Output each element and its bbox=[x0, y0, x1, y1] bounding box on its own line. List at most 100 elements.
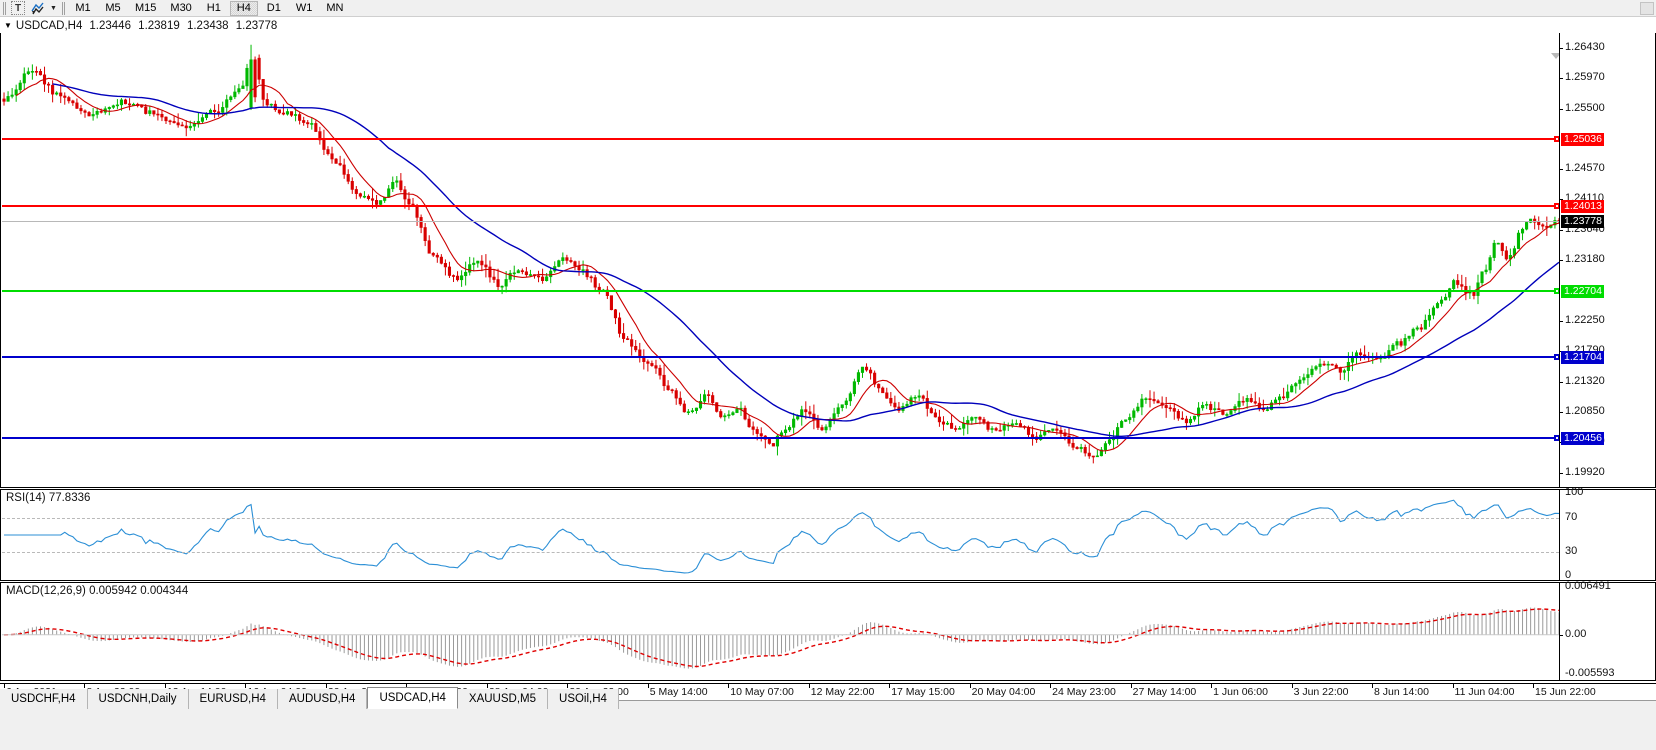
time-axis-label: 12 May 22:00 bbox=[810, 686, 875, 698]
rsi-level-70 bbox=[2, 518, 1559, 520]
price-axis-tick bbox=[1560, 48, 1563, 49]
timeframe-button-m30[interactable]: M30 bbox=[170, 2, 192, 14]
price-axis-label: 1.24570 bbox=[1565, 162, 1605, 175]
level-line-support-1[interactable] bbox=[2, 353, 1559, 360]
price-plot-area[interactable] bbox=[2, 33, 1559, 487]
price-tag-support-1: 1.21704 bbox=[1561, 350, 1604, 364]
price-axis-tick bbox=[1560, 381, 1563, 383]
time-axis-tick bbox=[969, 684, 971, 688]
chart-tab-eurusd-h4[interactable]: EURUSD,H4 bbox=[188, 689, 278, 709]
time-axis-tick bbox=[325, 684, 327, 688]
rsi-axis-label: 0 bbox=[1565, 569, 1572, 581]
time-axis-label: 3 Jun 22:00 bbox=[1293, 686, 1349, 698]
price-axis[interactable]: 1.26430 1.25970 1.25500 1.24570 1.24110 1.236… bbox=[1559, 33, 1655, 487]
macd-pane[interactable]: MACD(12,26,9) 0.005942 0.004344 0.006491… bbox=[0, 581, 1656, 681]
level-line-handle[interactable] bbox=[1554, 288, 1559, 295]
macd-series bbox=[2, 607, 1559, 669]
price-axis-label: 1.25500 bbox=[1565, 101, 1605, 114]
price-axis-tick bbox=[1560, 169, 1563, 171]
price-pane[interactable]: 1.26430 1.25970 1.25500 1.24570 1.24110 1.236… bbox=[0, 33, 1656, 488]
chart-tab-xauusd-m5[interactable]: XAUUSD,M5 bbox=[457, 689, 549, 709]
chart-tab-usdchf-h4[interactable]: USDCHF,H4 bbox=[0, 689, 88, 709]
rsi-axis-label: 100 bbox=[1565, 486, 1584, 498]
timeframe-button-h4[interactable]: H4 bbox=[229, 0, 258, 16]
time-axis-tick bbox=[164, 684, 166, 688]
chart-tab-usdcnh-daily[interactable]: USDCNH,Daily bbox=[87, 689, 189, 709]
timeframe-button-m15[interactable]: M15 bbox=[135, 2, 157, 14]
rsi-axis[interactable]: 100 70 30 0 bbox=[1559, 486, 1655, 581]
main-toolbar: T ▼ M1 M5 M15 M30 H1 H4 D1 W1 MN bbox=[0, 0, 1656, 17]
text-tool-icon[interactable]: T bbox=[11, 1, 25, 15]
time-axis-label: 17 May 15:00 bbox=[891, 686, 955, 698]
timeframe-group: M1 M5 M15 M30 H1 H4 D1 W1 MN bbox=[68, 0, 350, 16]
ohlc-open: 1.23446 bbox=[89, 19, 131, 32]
time-axis-label: 5 May 14:00 bbox=[649, 686, 708, 698]
toolbar-grip[interactable] bbox=[3, 1, 6, 15]
level-line-resistance-1[interactable] bbox=[2, 136, 1559, 142]
timeframe-button-d1[interactable]: D1 bbox=[266, 2, 281, 14]
macd-label: MACD(12,26,9) 0.005942 0.004344 bbox=[6, 585, 189, 597]
ohlc-low: 1.23438 bbox=[186, 19, 229, 32]
macd-axis[interactable]: 0.006491 0.00 -0.005593 bbox=[1559, 581, 1655, 680]
rsi-pane[interactable]: RSI(14) 77.8336 100 70 30 0 bbox=[0, 486, 1656, 581]
level-line-handle[interactable] bbox=[1554, 353, 1559, 360]
rsi-level-30 bbox=[2, 551, 1559, 553]
price-axis-label: 1.20850 bbox=[1565, 405, 1605, 418]
scroll-position-marker-icon bbox=[1551, 53, 1561, 59]
time-axis-tick bbox=[84, 684, 86, 688]
timeframe-button-m5[interactable]: M5 bbox=[105, 2, 121, 14]
price-axis-tick bbox=[1560, 472, 1563, 474]
chart-tab-usoil-h4[interactable]: USOil,H4 bbox=[548, 689, 619, 709]
time-axis-label: 10 May 07:00 bbox=[730, 686, 794, 698]
price-axis-tick bbox=[1560, 78, 1563, 80]
level-line-handle[interactable] bbox=[1554, 434, 1559, 441]
indicators-dropdown-caret-icon[interactable]: ▼ bbox=[50, 4, 57, 12]
level-line-handle[interactable] bbox=[1554, 202, 1559, 209]
toolbar-overflow-button[interactable] bbox=[1640, 2, 1654, 15]
rsi-plot-area[interactable] bbox=[2, 490, 1559, 580]
timeframe-button-mn[interactable]: MN bbox=[326, 2, 344, 14]
time-axis-tick bbox=[1533, 684, 1534, 688]
macd-axis-tick bbox=[1560, 634, 1563, 636]
level-line-support-2[interactable] bbox=[2, 434, 1559, 441]
time-axis-tick bbox=[567, 684, 569, 688]
time-axis-tick bbox=[245, 684, 247, 688]
price-axis-label: 1.19920 bbox=[1565, 465, 1605, 478]
level-line-handle[interactable] bbox=[1554, 136, 1559, 142]
timeframe-button-w1[interactable]: W1 bbox=[295, 2, 313, 14]
chart-container[interactable]: 1.26430 1.25970 1.25500 1.24570 1.24110 1.236… bbox=[0, 33, 1656, 683]
indicators-icon[interactable] bbox=[27, 1, 47, 16]
chart-tab-usdcad-h4[interactable]: USDCAD,H4 bbox=[367, 687, 458, 709]
price-axis-label: 1.23180 bbox=[1565, 253, 1605, 266]
chart-tab-audusd-h4[interactable]: AUDUSD,H4 bbox=[277, 689, 368, 709]
price-axis-tick bbox=[1560, 320, 1563, 322]
candlestick-series bbox=[2, 44, 1559, 464]
time-axis-label: 1 Jun 06:00 bbox=[1213, 686, 1268, 698]
chart-quote-header: ▼ USDCAD,H4 1.23446 1.23819 1.23438 1.23… bbox=[0, 18, 1656, 33]
price-axis-label: 1.21790 bbox=[1565, 344, 1605, 356]
price-tag-pivot: 1.22704 bbox=[1561, 285, 1604, 299]
macd-plot-area[interactable] bbox=[2, 583, 1559, 680]
level-line-pivot[interactable] bbox=[2, 288, 1559, 295]
price-tag-support-2: 1.20456 bbox=[1561, 431, 1604, 445]
timeframe-button-h1[interactable]: H1 bbox=[206, 2, 221, 14]
rsi-label: RSI(14) 77.8336 bbox=[6, 492, 91, 504]
time-axis-tick bbox=[808, 684, 810, 688]
time-axis-tick bbox=[1050, 684, 1052, 688]
time-axis-tick bbox=[1452, 684, 1454, 688]
chart-symbol-label: USDCAD,H4 bbox=[15, 19, 83, 32]
time-axis-tick bbox=[1211, 684, 1213, 688]
time-axis-label: 11 Jun 04:00 bbox=[1454, 686, 1515, 698]
time-axis-tick bbox=[1372, 684, 1374, 688]
level-line-resistance-2[interactable] bbox=[2, 202, 1559, 209]
rsi-axis-label: 30 bbox=[1565, 544, 1578, 557]
chart-collapse-icon[interactable]: ▼ bbox=[4, 21, 12, 30]
time-axis-tick bbox=[1291, 684, 1293, 688]
chart-ohlc-values: 1.23446 1.23819 1.23438 1.23778 bbox=[89, 20, 281, 32]
price-axis-label: 1.21320 bbox=[1565, 374, 1605, 387]
ohlc-close: 1.23778 bbox=[235, 19, 278, 32]
timeframe-button-m1[interactable]: M1 bbox=[75, 2, 91, 14]
timeframe-grip[interactable] bbox=[62, 1, 65, 15]
time-axis-tick bbox=[647, 684, 649, 688]
time-axis-tick bbox=[4, 684, 5, 688]
